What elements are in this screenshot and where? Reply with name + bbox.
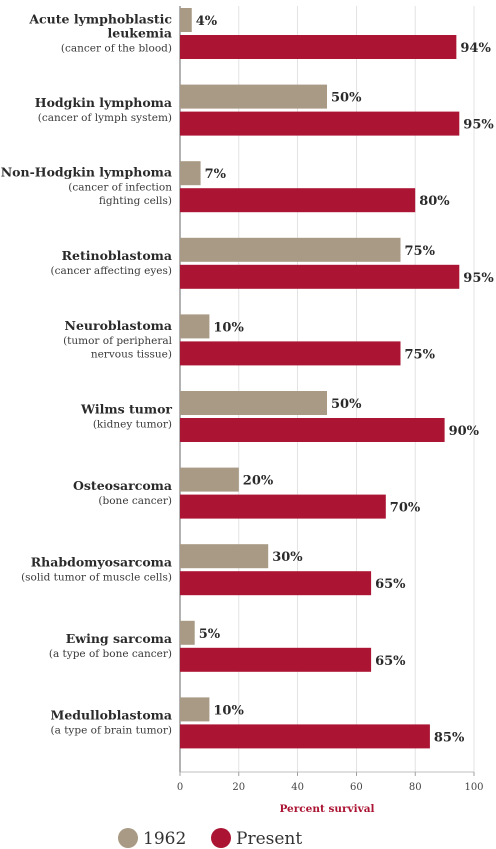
bar-1962: [180, 620, 195, 645]
category-description: (a type of bone cancer): [49, 648, 172, 660]
bar-value-label: 95%: [463, 271, 494, 286]
category-name: leukemia: [108, 25, 172, 40]
legend-label: Present: [236, 829, 302, 849]
bar-value-label: 65%: [375, 654, 406, 669]
x-tick-label: 100: [464, 782, 483, 793]
bar-value-label: 7%: [205, 167, 227, 182]
bar-present: [180, 571, 372, 596]
bar-present: [180, 724, 430, 749]
bar-1962: [180, 84, 327, 109]
x-tick-label: 20: [232, 782, 245, 793]
category-name: Retinoblastoma: [62, 248, 172, 263]
category-description: (cancer of infection: [68, 182, 172, 194]
bar-value-label: 5%: [199, 627, 221, 642]
bar-value-label: 65%: [375, 577, 406, 592]
bar-value-label: 75%: [405, 347, 436, 362]
category-description: (tumor of peripheral: [63, 335, 173, 347]
bar-1962: [180, 697, 210, 722]
legend-swatch-present: [211, 828, 231, 848]
bar-1962: [180, 467, 239, 492]
category-name: Non-Hodgkin lymphoma: [1, 165, 172, 180]
bar-present: [180, 35, 457, 59]
bar-value-label: 10%: [213, 703, 244, 718]
category-description: (cancer of lymph system): [38, 112, 172, 124]
bar-value-label: 30%: [272, 550, 303, 565]
bar-value-label: 90%: [449, 424, 480, 439]
bar-1962: [180, 237, 401, 262]
bar-value-label: 50%: [331, 397, 362, 412]
category-name: Rhabdomyosarcoma: [31, 554, 172, 569]
bar-1962: [180, 544, 269, 569]
bar-1962: [180, 314, 210, 339]
category-description: (cancer of the blood): [61, 42, 172, 54]
category-description: nervous tissue): [91, 348, 172, 360]
bar-value-label: 50%: [331, 91, 362, 106]
bar-value-label: 20%: [243, 474, 274, 489]
category-description: (cancer affecting eyes): [50, 265, 172, 277]
bar-1962: [180, 8, 192, 32]
x-tick-label: 60: [350, 782, 363, 793]
category-description: (kidney tumor): [93, 418, 172, 430]
bar-value-label: 94%: [460, 41, 491, 56]
category-name: Ewing sarcoma: [66, 631, 172, 646]
bar-1962: [180, 161, 201, 186]
bar-value-label: 75%: [405, 244, 436, 259]
bar-value-label: 85%: [434, 730, 465, 745]
bar-present: [180, 341, 401, 366]
category-name: Wilms tumor: [80, 401, 172, 416]
bar-value-label: 70%: [390, 501, 421, 516]
bar-present: [180, 264, 460, 289]
bars: 4% 94% 50% 95% 7% 80% 75% 95% 10% 75% 50% 90% 20% 70%…: [180, 8, 494, 749]
bar-value-label: 95%: [463, 118, 494, 133]
x-tick-label: 40: [291, 782, 304, 793]
category-description: (a type of brain tumor): [51, 725, 173, 737]
category-name: Osteosarcoma: [73, 478, 172, 493]
bar-present: [180, 418, 445, 442]
category-description: fighting cells): [99, 195, 172, 207]
x-axis: 0 20 40 60 80 100: [177, 771, 484, 793]
category-name: Hodgkin lymphoma: [35, 95, 172, 110]
bar-present: [180, 188, 416, 213]
x-tick-label: 80: [409, 782, 422, 793]
bar-1962: [180, 391, 327, 415]
legend: 1962 Present: [118, 828, 302, 849]
legend-label: 1962: [143, 829, 186, 849]
category-name: Acute lymphoblastic: [28, 11, 172, 26]
category-name: Neuroblastoma: [65, 318, 172, 333]
bar-present: [180, 494, 386, 519]
category-description: (bone cancer): [98, 495, 172, 507]
category-name: Medulloblastoma: [50, 708, 172, 723]
category-description: (solid tumor of muscle cells): [21, 571, 172, 583]
bar-present: [180, 111, 460, 136]
bar-present: [180, 647, 372, 672]
bar-value-label: 4%: [196, 14, 218, 29]
legend-swatch-1962: [118, 828, 138, 848]
bar-value-label: 10%: [213, 320, 244, 335]
x-tick-label: 0: [177, 782, 183, 793]
bar-value-label: 80%: [419, 194, 450, 209]
x-axis-title: Percent survival: [279, 803, 374, 815]
